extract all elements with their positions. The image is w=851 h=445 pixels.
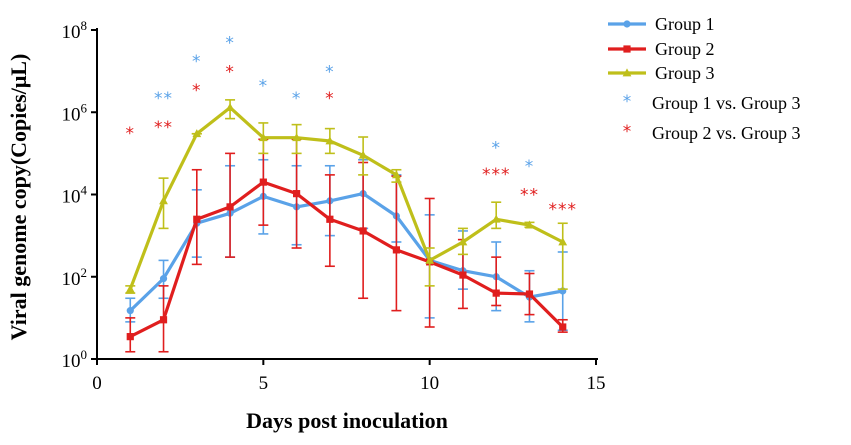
data-point xyxy=(159,275,168,283)
x-axis-label: Days post inoculation xyxy=(246,408,448,433)
legend-label: Group 1 xyxy=(655,14,715,34)
significance-marker: * xyxy=(525,157,535,177)
legend-star: * xyxy=(623,122,632,142)
data-point xyxy=(126,333,134,341)
legend-label: Group 1 vs. Group 3 xyxy=(652,93,801,113)
legend-marker xyxy=(623,20,631,28)
series-layer xyxy=(125,99,568,353)
significance-marker: * xyxy=(126,124,136,144)
significance-marker: *** xyxy=(482,165,511,185)
series-line xyxy=(129,192,563,312)
legend-significance-entry: * Group 2 vs. Group 3 xyxy=(623,122,801,143)
y-tick-label: 108 xyxy=(62,18,88,43)
y-tick-label: 104 xyxy=(62,183,88,208)
series-group-1 xyxy=(125,158,568,332)
significance-marker: * xyxy=(192,52,202,72)
data-point xyxy=(392,246,400,254)
data-point xyxy=(492,289,500,297)
data-point xyxy=(525,220,534,229)
significance-marker: ** xyxy=(520,186,539,206)
data-point xyxy=(459,271,467,279)
data-point xyxy=(226,203,234,211)
significance-marker: * xyxy=(225,62,235,82)
legend-entry: Group 3 xyxy=(608,63,715,83)
y-tick-label: 106 xyxy=(62,100,88,125)
significance-marker: * xyxy=(292,89,302,109)
y-tick-label: 100 xyxy=(62,347,88,372)
legend-marker xyxy=(623,45,631,53)
x-tick-label: 0 xyxy=(92,373,102,394)
legend-label: Group 2 xyxy=(655,39,715,59)
y-tick-label: 102 xyxy=(62,265,88,290)
data-point xyxy=(359,227,367,235)
series-group-3 xyxy=(125,99,568,294)
legend-label: Group 2 vs. Group 3 xyxy=(652,123,801,143)
x-tick-label: 5 xyxy=(259,373,269,394)
data-point xyxy=(125,284,135,293)
significance-marker: * xyxy=(225,34,235,54)
data-point xyxy=(159,196,168,205)
legend-entry: Group 2 xyxy=(608,39,715,59)
data-point xyxy=(192,129,202,138)
series-line xyxy=(129,180,564,339)
significance-marker: * xyxy=(325,89,335,109)
significance-marker: *** xyxy=(548,200,577,220)
legend-entry: Group 1 xyxy=(608,14,715,34)
significance-marker: * xyxy=(491,138,501,158)
x-tick-label: 10 xyxy=(420,373,439,394)
legend: Group 1 Group 2 Group 3 * Group 1 vs. Group … xyxy=(608,14,801,143)
data-point xyxy=(559,323,567,331)
data-point xyxy=(392,170,401,179)
data-point xyxy=(491,214,501,223)
data-point xyxy=(292,133,301,142)
significance-marker: * xyxy=(192,81,202,101)
significance-marker: * xyxy=(325,62,335,82)
y-axis-label: Viral genome copy(Copies/μL) xyxy=(6,54,31,341)
data-point xyxy=(225,102,235,111)
series-line xyxy=(128,105,564,290)
legend-significance-entry: * Group 1 vs. Group 3 xyxy=(623,92,801,113)
axes: 0 5 10 15 100 102 104 106 108 xyxy=(62,18,606,394)
data-point xyxy=(258,133,268,142)
legend-star: * xyxy=(623,92,632,112)
legend-label: Group 3 xyxy=(655,63,715,83)
data-point xyxy=(259,178,267,186)
data-point xyxy=(159,316,168,324)
data-point xyxy=(425,255,435,264)
data-point xyxy=(558,237,568,246)
significance-annotations: ***************** ****** xyxy=(126,34,577,221)
legend-marker xyxy=(622,68,632,77)
data-point xyxy=(458,237,468,246)
data-point xyxy=(293,190,301,198)
significance-marker: * xyxy=(259,77,269,97)
data-point xyxy=(525,290,534,298)
significance-marker: ** xyxy=(154,118,173,138)
data-point xyxy=(325,136,335,145)
data-point xyxy=(126,307,134,315)
data-point xyxy=(358,150,368,159)
data-point xyxy=(326,215,334,223)
x-tick-label: 15 xyxy=(587,373,606,394)
data-point xyxy=(193,215,201,223)
significance-marker: ** xyxy=(154,89,173,109)
